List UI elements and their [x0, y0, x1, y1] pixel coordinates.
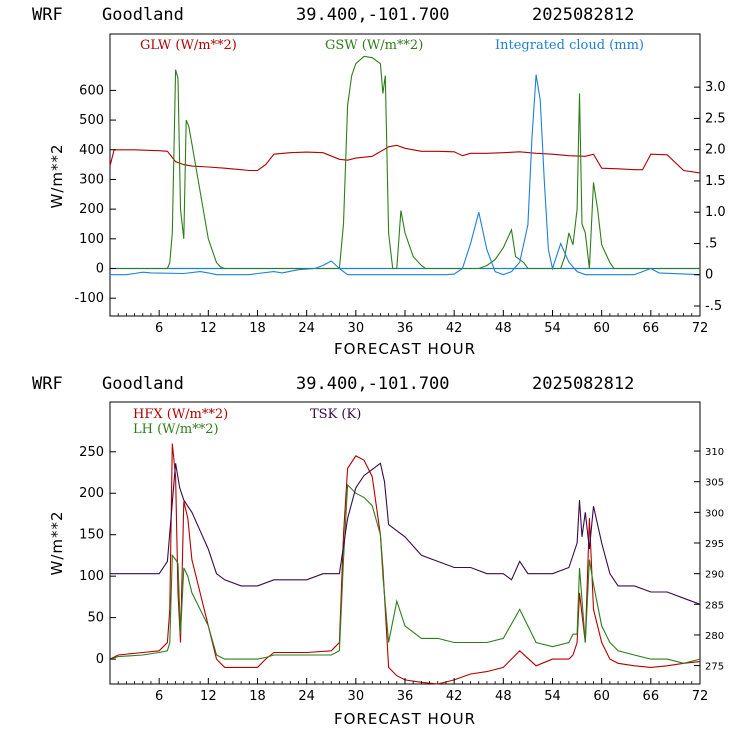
chart-1-legend-gsw: GSW (W/m**2) [325, 38, 423, 53]
y2-tick-label: 2.5 [705, 111, 726, 126]
y2-tick-label: 295 [705, 539, 724, 550]
y-tick-label: 400 [79, 143, 104, 158]
series-line-integrated [110, 74, 701, 276]
chart-2-y-ticks: 0 50 100 150 200 250 [79, 445, 116, 667]
y2-tick-label: 2.0 [705, 143, 726, 158]
y-tick-label: 0 [96, 652, 104, 667]
y2-tick-label: 3.0 [705, 80, 726, 95]
x-tick-label: 30 [348, 321, 365, 336]
series-line-tsk [110, 462, 701, 605]
chart-1-x-axis-label: FORECAST HOUR [334, 340, 476, 358]
y2-tick-label: 1.0 [705, 205, 726, 220]
y-tick-label: 50 [87, 611, 104, 626]
y2-tick-label: 0 [705, 268, 713, 283]
x-tick-label: 36 [397, 321, 414, 336]
chart-2-legend: HFX (W/m**2) LH (W/m**2) TSK (K) [133, 407, 361, 437]
chart-2-model-label: WRF [32, 374, 63, 394]
y2-tick-label: 300 [705, 508, 724, 519]
series-line-gsw [110, 55, 700, 270]
chart-1-x-ticks: 6 12 18 24 30 36 42 48 54 60 66 72 [117, 310, 709, 336]
chart-1-series [109, 55, 701, 276]
y2-tick-label: 305 [705, 478, 724, 489]
y2-tick-label: 285 [705, 600, 724, 611]
chart-1-y-axis-label: W/m**2 [48, 143, 66, 208]
chart-2-plot-frame [109, 401, 701, 685]
x-tick-label: 54 [544, 321, 561, 336]
chart-2-legend-tsk: TSK (K) [310, 407, 361, 422]
chart-1: WRF Goodland 39.400,-101.700 2025082812 … [32, 5, 726, 358]
y2-tick-label: 280 [705, 631, 724, 642]
x-tick-label: 12 [200, 689, 217, 704]
y-tick-label: 100 [79, 232, 104, 247]
chart-1-legend: GLW (W/m**2) GSW (W/m**2) Integrated clo… [140, 38, 644, 53]
y-tick-label: 0 [96, 262, 104, 277]
chart-2-y2-ticks: 275 280 285 290 295 300 305 310 [694, 447, 724, 673]
chart-2-x-axis-label: FORECAST HOUR [334, 710, 476, 728]
x-tick-label: 18 [249, 689, 266, 704]
chart-1-site-label: Goodland [102, 5, 184, 25]
chart-1-plot-frame [109, 33, 701, 317]
chart-2-coords-label: 39.400,-101.700 [296, 374, 450, 394]
y-tick-label: 250 [79, 445, 104, 460]
y-tick-label: 200 [79, 486, 104, 501]
y2-tick-label: -.5 [705, 299, 722, 314]
y2-tick-label: 310 [705, 447, 724, 458]
chart-1-init-label: 2025082812 [532, 5, 634, 25]
chart-1-legend-cloud: Integrated cloud (mm) [495, 38, 644, 53]
y-tick-label: 200 [79, 202, 104, 217]
x-tick-label: 60 [593, 689, 610, 704]
x-tick-label: 48 [495, 689, 512, 704]
chart-2: WRF Goodland 39.400,-101.700 2025082812 … [32, 374, 724, 728]
x-tick-label: 60 [593, 321, 610, 336]
x-tick-label: 30 [348, 689, 365, 704]
x-tick-label: 12 [200, 321, 217, 336]
chart-2-y-axis-label: W/m**2 [48, 510, 66, 575]
chart-1-y2-ticks: -.5 0 .5 1.0 1.5 2.0 2.5 3.0 [694, 80, 726, 314]
chart-1-header: WRF Goodland 39.400,-101.700 2025082812 [32, 5, 634, 25]
series-line-lh [109, 483, 701, 664]
y-tick-label: 500 [79, 113, 104, 128]
x-tick-label: 24 [298, 321, 315, 336]
x-tick-label: 42 [446, 689, 463, 704]
series-line-glw [109, 144, 701, 174]
y2-tick-label: .5 [705, 236, 717, 251]
x-tick-label: 6 [155, 689, 163, 704]
x-tick-label: 66 [643, 689, 660, 704]
chart-1-coords-label: 39.400,-101.700 [296, 5, 450, 25]
x-tick-label: 48 [495, 321, 512, 336]
x-tick-label: 72 [692, 321, 709, 336]
chart-2-legend-hfx: HFX (W/m**2) [133, 407, 228, 422]
y-tick-label: 100 [79, 569, 104, 584]
y2-tick-label: 290 [705, 570, 724, 581]
x-tick-label: 72 [692, 689, 709, 704]
chart-2-legend-lh: LH (W/m**2) [133, 422, 219, 437]
x-tick-label: 6 [155, 321, 163, 336]
y-tick-label: 300 [79, 172, 104, 187]
chart-2-init-label: 2025082812 [532, 374, 634, 394]
chart-2-x-ticks: 6 12 18 24 30 36 42 48 54 60 66 72 [117, 678, 709, 704]
chart-2-site-label: Goodland [102, 374, 184, 394]
chart-1-legend-glw: GLW (W/m**2) [140, 38, 237, 53]
x-tick-label: 36 [397, 689, 414, 704]
x-tick-label: 54 [544, 689, 561, 704]
chart-2-header: WRF Goodland 39.400,-101.700 2025082812 [32, 374, 634, 394]
chart-1-y-ticks: -100 0 100 200 300 400 500 600 [74, 83, 116, 306]
y-tick-label: 150 [79, 528, 104, 543]
chart-1-model-label: WRF [32, 5, 63, 25]
chart-2-series [109, 443, 701, 685]
x-tick-label: 24 [298, 689, 315, 704]
x-tick-label: 42 [446, 321, 463, 336]
series-line-hfx [109, 443, 701, 685]
y-tick-label: 600 [79, 83, 104, 98]
x-tick-label: 66 [643, 321, 660, 336]
x-tick-label: 18 [249, 321, 266, 336]
y2-tick-label: 275 [705, 662, 724, 673]
y-tick-label: -100 [74, 291, 104, 306]
y2-tick-label: 1.5 [705, 174, 726, 189]
